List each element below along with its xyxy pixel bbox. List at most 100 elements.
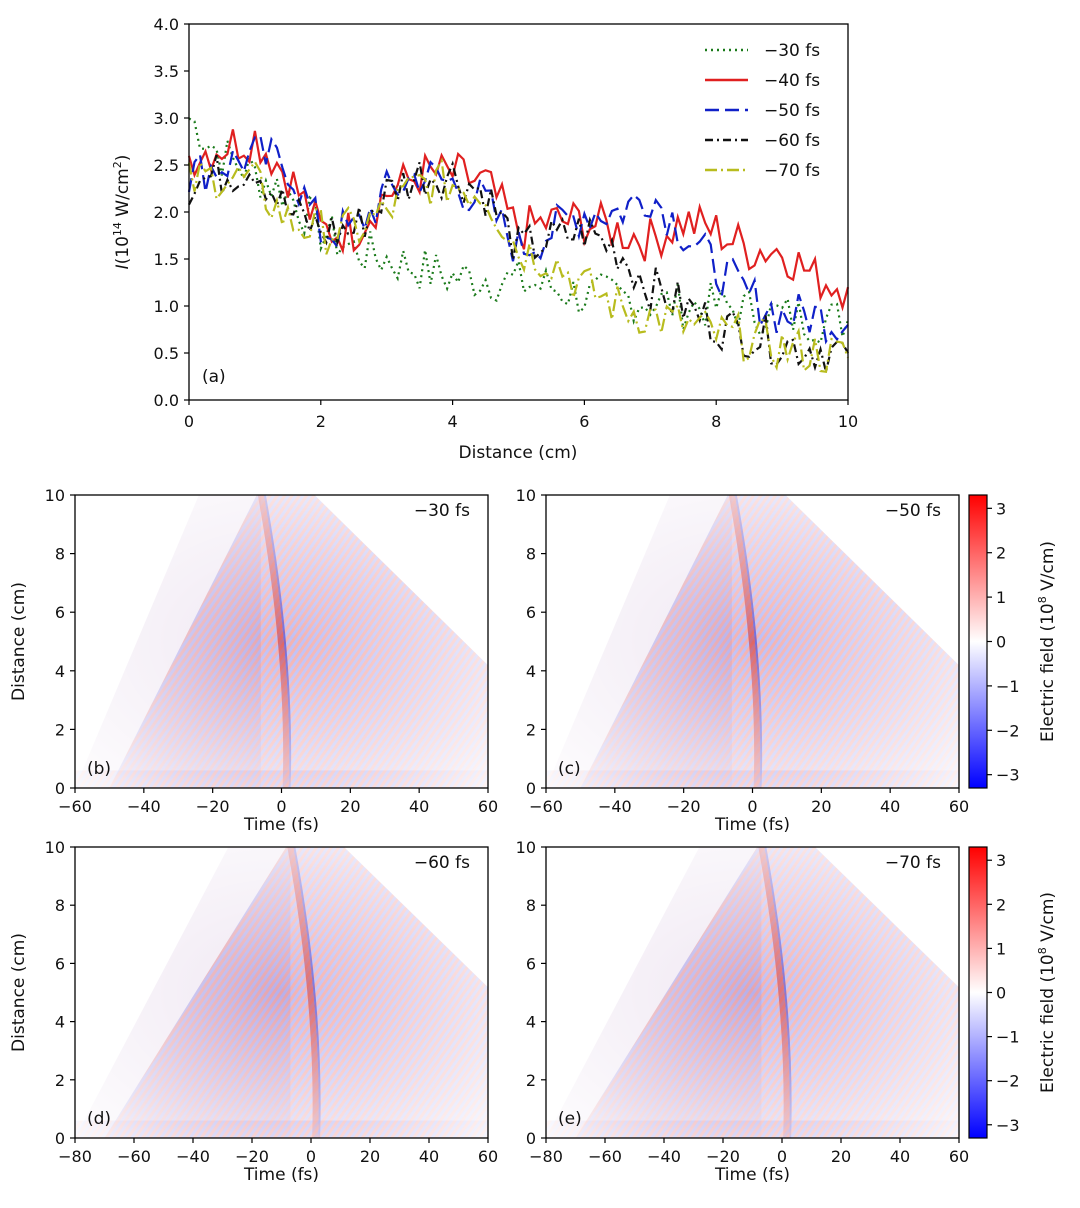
legend-label: −70 fs [764, 161, 820, 181]
x-tick-label: −60 [588, 1147, 622, 1166]
x-tick-label: 0 [276, 797, 286, 816]
colorbar-label: Electric field (108 V/cm) [1036, 541, 1058, 742]
x-axis-label: Time (fs) [243, 1165, 319, 1185]
x-tick-label: 8 [711, 412, 721, 431]
x-tick-label: 20 [831, 1147, 851, 1166]
x-axis-label: Time (fs) [243, 815, 319, 835]
y-tick-label: 10 [516, 838, 536, 857]
x-axis-label: Time (fs) [714, 815, 790, 835]
legend-label: −30 fs [764, 41, 820, 61]
axes-frame [545, 846, 960, 1139]
y-tick-label: 2.5 [154, 156, 179, 175]
series-line [187, 129, 850, 312]
x-tick-label: −40 [176, 1147, 210, 1166]
y-tick-label: 0 [55, 1129, 65, 1148]
legend-label: −60 fs [764, 131, 820, 151]
ylabel-sup1: 14 [111, 222, 124, 236]
panel-d-heatmap: −80 −60 −40 −20 0 20 40 60 0 2 4 6 8 10 Time (fs) Dista… [9, 838, 498, 1185]
colorbar-tick-label: 1 [996, 588, 1006, 607]
x-tick-label: −20 [235, 1147, 269, 1166]
delay-label: −60 fs [414, 853, 470, 873]
x-tick-label: −80 [529, 1147, 563, 1166]
x-tick-label: 20 [340, 797, 360, 816]
panel-e-heatmap: −80 −60 −40 −20 0 20 40 60 0 2 4 6 8 10 Time (fs) −70 f… [516, 838, 970, 1185]
y-tick-label: 6 [526, 603, 536, 622]
colorbar-gradient [968, 494, 988, 789]
fade-overlay [75, 847, 488, 1138]
x-tick-label: 40 [880, 797, 900, 816]
colorbar-tick-label: −1 [996, 677, 1020, 696]
x-tick-label: 40 [409, 797, 429, 816]
panel-b-heatmap: −60 −40 −20 0 20 40 60 0 2 4 6 8 10 Time (fs) Distance… [9, 486, 498, 835]
y-axis-label: Distance (cm) [9, 933, 29, 1052]
y-tick-label: 4 [55, 662, 65, 681]
ylabel-end: ) [113, 155, 133, 162]
colorbar-label-pre: Electric field (10 [1038, 954, 1058, 1093]
fade-overlay [546, 495, 959, 788]
x-tick-label: 60 [478, 797, 498, 816]
heatmap-field [546, 495, 959, 788]
x-tick-label: −60 [117, 1147, 151, 1166]
y-tick-label: 4 [526, 1013, 536, 1032]
y-tick-label: 8 [526, 896, 536, 915]
colorbar-tick-label: 2 [996, 895, 1006, 914]
y-tick-label: 1.0 [154, 297, 179, 316]
x-tick-label: −60 [58, 797, 92, 816]
colorbar-label: Electric field (108 V/cm) [1036, 892, 1058, 1093]
x-tick-label: −40 [127, 797, 161, 816]
x-tick-label: 6 [579, 412, 589, 431]
y-tick-label: 2.0 [154, 203, 179, 222]
colorbar-tick-label: −3 [996, 766, 1020, 785]
x-tick-label: −40 [647, 1147, 681, 1166]
colorbar-label-post: V/cm) [1038, 892, 1058, 947]
delay-label: −30 fs [414, 501, 470, 521]
y-tick-label: 4 [55, 1013, 65, 1032]
panel-a-label: (a) [202, 367, 226, 387]
colorbar-tick-label: 0 [996, 633, 1006, 652]
y-tick-label: 6 [55, 603, 65, 622]
axes-frame [74, 846, 489, 1139]
colorbar-tick-label: 3 [996, 499, 1006, 518]
y-tick-label: 8 [55, 545, 65, 564]
y-tick-label: 0 [526, 779, 536, 798]
x-tick-label: 0 [306, 1147, 316, 1166]
y-tick-label: 1.5 [154, 250, 179, 269]
colorbar-tick-label: −3 [996, 1116, 1020, 1135]
y-tick-label: 3.0 [154, 109, 179, 128]
x-tick-label: −20 [667, 797, 701, 816]
y-tick-label: 0 [55, 779, 65, 798]
y-tick-label: 8 [55, 896, 65, 915]
x-tick-label: −20 [706, 1147, 740, 1166]
fade-overlay [75, 495, 488, 788]
x-tick-label: 20 [811, 797, 831, 816]
y-tick-label: 2 [55, 720, 65, 739]
x-tick-label: 2 [316, 412, 326, 431]
colorbar-label-pre: Electric field (10 [1038, 603, 1058, 742]
y-tick-label: 10 [45, 486, 65, 505]
y-tick-label: 8 [526, 545, 536, 564]
colorbar-tick-label: 3 [996, 851, 1006, 870]
series-line [187, 134, 849, 345]
x-tick-label: −60 [529, 797, 563, 816]
x-tick-label: 4 [448, 412, 458, 431]
colorbar-label-sup: 8 [1036, 947, 1049, 954]
ylabel-rest: (10 [113, 236, 133, 264]
x-tick-label: 20 [360, 1147, 380, 1166]
fade-overlay [546, 847, 959, 1138]
x-tick-label: 10 [838, 412, 858, 431]
colorbar-tick-label: 0 [996, 984, 1006, 1003]
panel-label: (d) [87, 1109, 111, 1129]
series-line [188, 154, 849, 373]
x-tick-label: −80 [58, 1147, 92, 1166]
y-axis-label: Distance (cm) [9, 582, 29, 701]
axes-frame [188, 23, 849, 401]
heatmap-field [75, 847, 488, 1138]
panel-a-ylabel: I(1014 W/cm2) [111, 155, 133, 270]
colorbar-tick-label: −2 [996, 1072, 1020, 1091]
delay-label: −70 fs [885, 853, 941, 873]
y-tick-label: 10 [516, 486, 536, 505]
y-tick-label: 0 [526, 1129, 536, 1148]
heatmap-field [75, 495, 488, 788]
y-tick-label: 4 [526, 662, 536, 681]
